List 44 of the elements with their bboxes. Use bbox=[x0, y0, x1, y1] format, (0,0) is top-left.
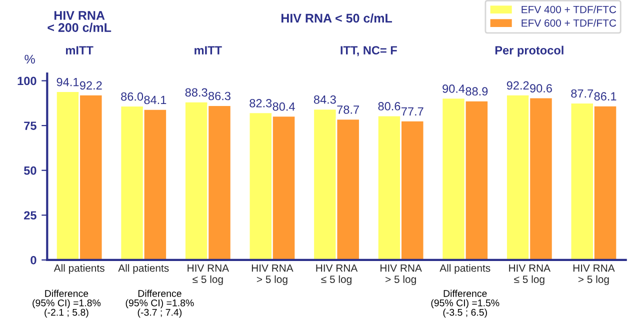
x-tick-label: HIV RNA ≤ 5 log bbox=[316, 264, 358, 286]
data-label: 84.3 bbox=[314, 95, 336, 104]
data-label: 86.0 bbox=[121, 92, 144, 101]
data-label: 94.1 bbox=[56, 78, 79, 86]
data-label: 82.3 bbox=[250, 98, 272, 108]
data-label: 78.7 bbox=[337, 105, 359, 114]
x-tick-label: HIV RNA ≤ 5 log bbox=[188, 264, 230, 286]
data-label: 92.2 bbox=[506, 81, 529, 90]
y-tick-label: 75 bbox=[24, 122, 36, 130]
x-tick-label: HIV RNA > 5 log bbox=[252, 264, 294, 286]
legend-label: EFV 600 + TDF/FTC bbox=[522, 19, 616, 27]
data-label: 80.6 bbox=[378, 102, 400, 110]
data-label: 86.3 bbox=[208, 92, 230, 100]
x-tick-label: All patients bbox=[118, 264, 169, 274]
y-tick-label: 50 bbox=[24, 166, 36, 175]
data-label: 90.6 bbox=[530, 84, 552, 92]
legend-label: EFV 400 + TDF/FTC bbox=[522, 6, 616, 14]
text: Difference (95% CI) =1.8% (-3.7 ; 7.4) bbox=[126, 290, 194, 318]
text: mITT bbox=[66, 46, 94, 54]
data-label: 88.9 bbox=[466, 87, 488, 96]
data-label: 86.1 bbox=[594, 92, 616, 101]
x-tick-label: All patients bbox=[440, 264, 490, 274]
text: HIV RNA < 50 c/mL bbox=[281, 13, 392, 23]
text: mITT bbox=[194, 46, 222, 54]
data-label: 77.7 bbox=[402, 107, 424, 116]
data-label: 90.4 bbox=[442, 84, 465, 93]
data-label: 92.2 bbox=[80, 81, 102, 90]
text: Difference (95% CI) =1.8% (-2.1 ; 5.8) bbox=[32, 290, 101, 318]
text: Difference (95% CI) =1.5% (-3.5 ; 6.5) bbox=[431, 290, 500, 318]
y-axis-title: % bbox=[24, 54, 35, 64]
y-tick-label: 25 bbox=[24, 211, 36, 220]
text: ITT, NC= F bbox=[340, 46, 397, 56]
data-label: 84.1 bbox=[144, 96, 166, 104]
data-label: 88.3 bbox=[185, 88, 208, 97]
data-label: 80.4 bbox=[272, 102, 295, 111]
text: Per protocol bbox=[495, 46, 564, 57]
y-tick-label: 100 bbox=[18, 76, 36, 86]
y-tick-label: 0 bbox=[30, 256, 36, 264]
x-tick-label: HIV RNA > 5 log bbox=[573, 264, 615, 286]
text: HIV RNA < 200 c/mL bbox=[48, 11, 112, 32]
x-tick-label: HIV RNA ≤ 5 log bbox=[509, 264, 551, 286]
data-label: 87.7 bbox=[571, 89, 594, 98]
x-tick-label: All patients bbox=[54, 264, 104, 274]
x-tick-label: HIV RNA > 5 log bbox=[380, 264, 422, 286]
